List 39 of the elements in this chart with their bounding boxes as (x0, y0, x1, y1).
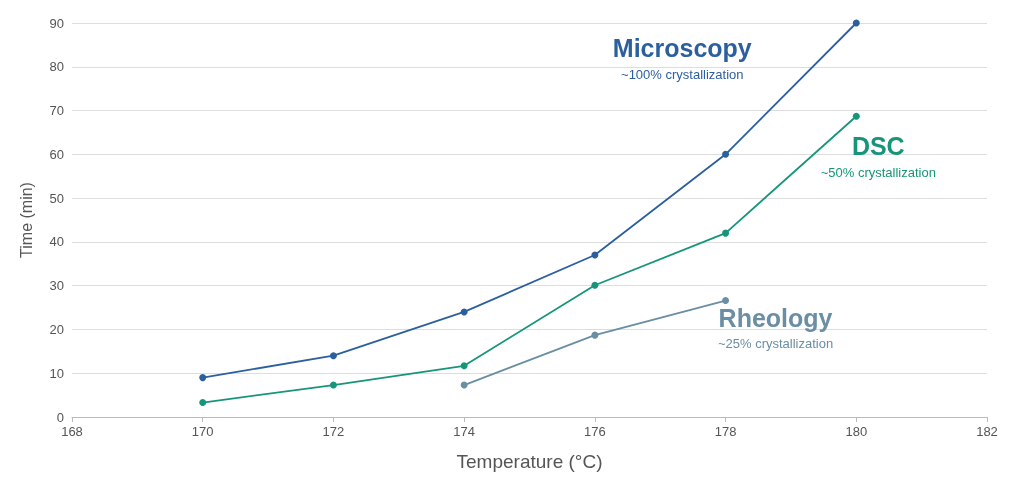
y-tick-label: 20 (49, 321, 64, 337)
y-tick-label: 80 (49, 59, 64, 75)
x-tick-label: 178 (714, 424, 737, 439)
annotation: ~100% crystallization (621, 66, 744, 82)
x-tick-label: 174 (453, 424, 475, 439)
point (722, 150, 730, 158)
point (852, 19, 860, 27)
series-label: Rheology (718, 303, 833, 332)
y-tick-label: 90 (49, 15, 64, 31)
point (460, 362, 468, 370)
annotation: ~50% crystallization (820, 164, 936, 180)
x-tick-label: 168 (61, 424, 83, 439)
series-label: DSC (851, 132, 905, 161)
y-tick-label: 70 (49, 103, 64, 119)
y-tick-label: 30 (49, 278, 64, 294)
point (722, 297, 730, 305)
point (591, 281, 599, 289)
point (199, 374, 207, 382)
point (329, 381, 337, 389)
series-label: Microscopy (612, 34, 752, 62)
x-axis-title: Temperature (°C) (456, 451, 603, 472)
y-tick-label: 50 (49, 190, 64, 206)
y-tick-label: 0 (56, 409, 64, 425)
x-tick-label: 182 (976, 424, 998, 439)
y-tick-label: 60 (49, 146, 64, 162)
x-tick-label: 172 (322, 424, 345, 439)
y-axis-title: Time (min) (17, 182, 35, 258)
point (722, 229, 730, 237)
point (591, 331, 599, 339)
annotation: ~25% crystallization (717, 336, 834, 352)
x-tick-label: 180 (845, 424, 868, 439)
point (852, 112, 860, 120)
x-tick-label: 176 (584, 424, 606, 439)
x-tick-label: 170 (191, 424, 214, 439)
y-tick-label: 40 (49, 234, 64, 250)
point (460, 308, 468, 316)
y-tick-label: 10 (49, 365, 64, 381)
point (199, 399, 207, 407)
point (329, 352, 337, 360)
